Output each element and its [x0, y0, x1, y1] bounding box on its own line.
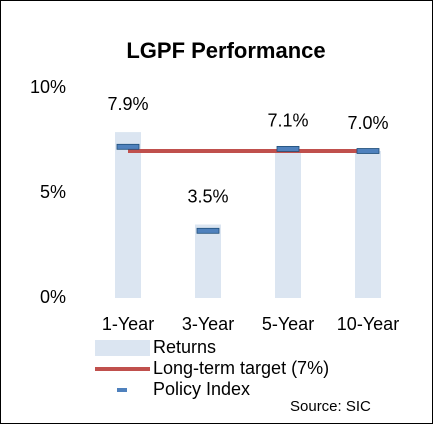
bar: [195, 224, 221, 298]
source-note: Source: SIC: [290, 398, 371, 415]
policy-marker: [196, 227, 220, 234]
value-label: 7.0%: [347, 113, 388, 133]
bar: [115, 132, 141, 298]
policy-marker: [276, 145, 300, 152]
policy-marker: [116, 143, 140, 150]
value-label: 7.9%: [107, 94, 148, 114]
bar: [275, 148, 301, 298]
y-tick-label: 0%: [40, 287, 66, 307]
legend-swatch: [117, 388, 127, 392]
x-tick-label: 5-Year: [262, 314, 314, 334]
legend-label: Long-term target (7%): [153, 358, 329, 378]
chart-title: LGPF Performance: [126, 38, 325, 63]
y-tick-label: 5%: [40, 182, 66, 202]
x-tick-label: 3-Year: [182, 314, 234, 334]
x-tick-label: 10-Year: [337, 314, 399, 334]
y-tick-label: 10%: [30, 77, 66, 97]
value-label: 3.5%: [187, 186, 228, 206]
value-label: 7.1%: [267, 111, 308, 131]
x-tick-label: 1-Year: [102, 314, 154, 334]
policy-marker: [356, 148, 380, 154]
legend-label: Returns: [153, 337, 216, 357]
bar: [355, 151, 381, 298]
legend-label: Policy Index: [153, 379, 250, 399]
legend-swatch: [95, 340, 150, 356]
